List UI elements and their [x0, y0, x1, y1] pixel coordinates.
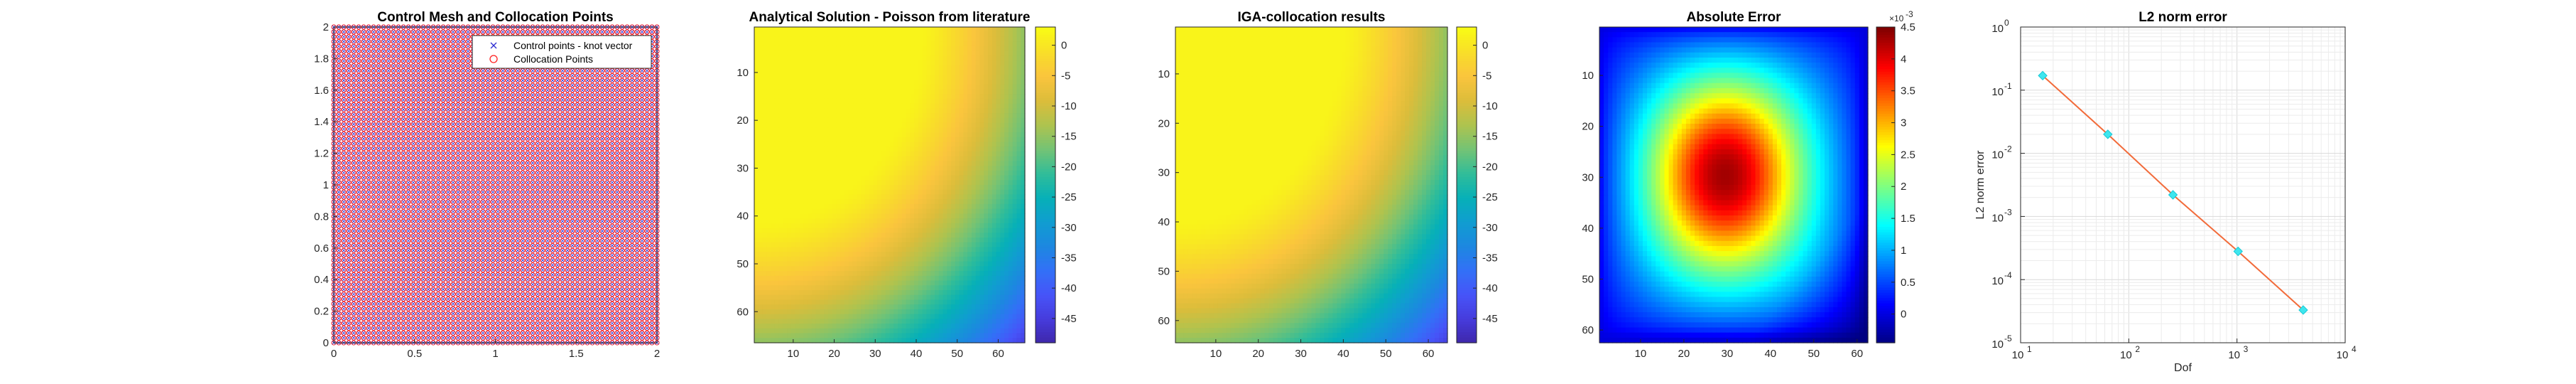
mesh-title: Control Mesh and Collocation Points [377, 10, 614, 25]
